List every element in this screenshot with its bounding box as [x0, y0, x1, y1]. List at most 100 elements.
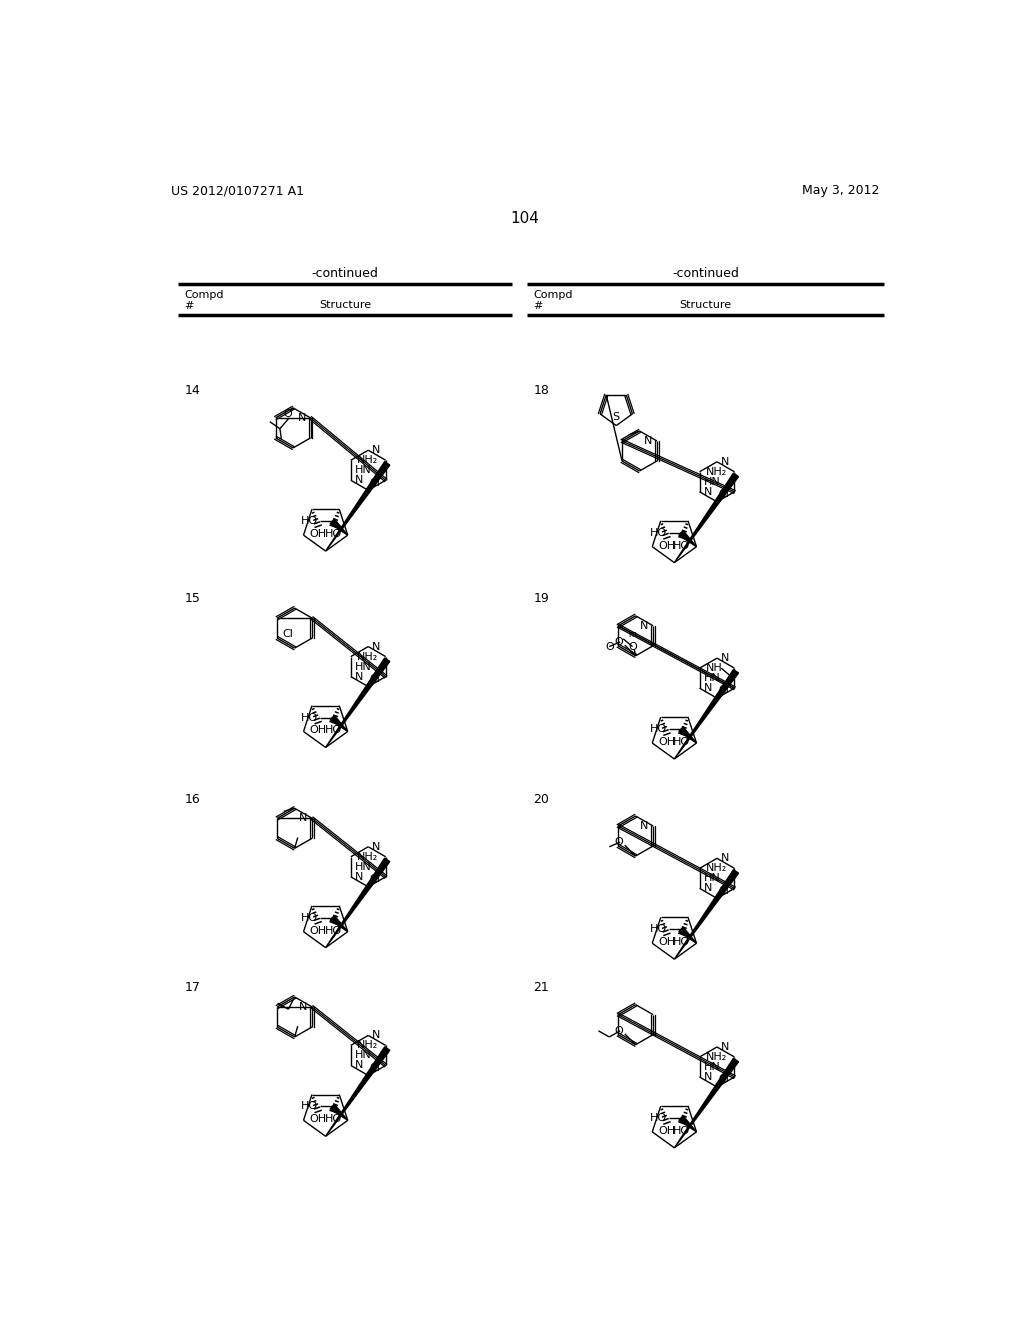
Text: Cl: Cl: [370, 675, 381, 684]
Text: N: N: [644, 436, 652, 446]
Text: 21: 21: [534, 981, 549, 994]
Text: Compd: Compd: [184, 289, 224, 300]
Text: O: O: [614, 1026, 624, 1036]
Text: HO: HO: [325, 1114, 342, 1125]
Text: N: N: [721, 653, 729, 663]
Polygon shape: [330, 1105, 348, 1121]
Polygon shape: [326, 858, 390, 948]
Text: NH₂: NH₂: [357, 455, 378, 465]
Text: NH₂: NH₂: [357, 1040, 378, 1051]
Text: NH₂: NH₂: [706, 467, 727, 477]
Text: #: #: [534, 301, 543, 312]
Text: NH₂: NH₂: [706, 1052, 727, 1063]
Polygon shape: [679, 927, 696, 944]
Text: Structure: Structure: [679, 300, 731, 310]
Text: HO: HO: [325, 529, 342, 539]
Text: 19: 19: [534, 593, 549, 606]
Text: HO: HO: [650, 725, 667, 734]
Text: -continued: -continued: [672, 268, 738, 280]
Text: #: #: [184, 301, 194, 312]
Text: Compd: Compd: [534, 289, 572, 300]
Polygon shape: [326, 462, 390, 552]
Text: 20: 20: [534, 792, 549, 805]
Text: N: N: [640, 620, 648, 631]
Polygon shape: [330, 519, 348, 535]
Text: HO: HO: [301, 713, 318, 722]
Text: HO: HO: [301, 913, 318, 923]
Text: N: N: [640, 821, 648, 832]
Text: N: N: [721, 853, 729, 863]
Text: O: O: [605, 642, 614, 652]
Text: Cl: Cl: [719, 685, 729, 696]
Text: N: N: [354, 672, 364, 681]
Polygon shape: [675, 473, 738, 562]
Text: m: m: [629, 630, 637, 639]
Text: NH₂: NH₂: [357, 851, 378, 862]
Text: HN: HN: [355, 465, 372, 475]
Text: N: N: [298, 413, 306, 422]
Text: HO: HO: [673, 540, 690, 550]
Polygon shape: [679, 727, 696, 743]
Text: Cl: Cl: [283, 630, 294, 639]
Text: OH: OH: [309, 925, 327, 936]
Polygon shape: [326, 657, 390, 747]
Text: HN: HN: [703, 874, 721, 883]
Text: HO: HO: [650, 1113, 667, 1123]
Text: S: S: [612, 412, 620, 422]
Text: O: O: [614, 837, 624, 847]
Text: N: N: [372, 842, 381, 851]
Polygon shape: [326, 1047, 390, 1137]
Text: HO: HO: [673, 1126, 690, 1135]
Text: NH₂: NH₂: [706, 863, 727, 874]
Text: O: O: [614, 638, 624, 647]
Text: N: N: [721, 457, 729, 467]
Text: NH₂: NH₂: [357, 652, 378, 661]
Text: HO: HO: [325, 725, 342, 735]
Text: N: N: [703, 883, 712, 894]
Text: Cl: Cl: [719, 1074, 729, 1084]
Text: Cl: Cl: [719, 490, 729, 499]
Text: OH: OH: [309, 529, 327, 539]
Text: Cl: Cl: [719, 886, 729, 896]
Text: -continued: -continued: [311, 268, 379, 280]
Text: N: N: [354, 475, 364, 486]
Text: N: N: [703, 684, 712, 693]
Text: N: N: [721, 1041, 729, 1052]
Text: HO: HO: [650, 924, 667, 935]
Text: OH: OH: [309, 725, 327, 735]
Text: HN: HN: [703, 1063, 721, 1072]
Polygon shape: [675, 1059, 738, 1148]
Text: HN: HN: [703, 477, 721, 487]
Text: HO: HO: [673, 937, 690, 946]
Text: HO: HO: [650, 528, 667, 537]
Text: HN: HN: [355, 1051, 372, 1060]
Text: N: N: [703, 1072, 712, 1082]
Text: N: N: [299, 1002, 307, 1012]
Text: 16: 16: [184, 792, 201, 805]
Text: HN: HN: [355, 862, 372, 871]
Polygon shape: [679, 1115, 696, 1131]
Text: US 2012/0107271 A1: US 2012/0107271 A1: [171, 185, 304, 197]
Text: 14: 14: [184, 384, 201, 397]
Text: 104: 104: [510, 211, 540, 226]
Text: N: N: [354, 871, 364, 882]
Text: OH: OH: [309, 1114, 327, 1125]
Polygon shape: [679, 531, 696, 546]
Text: OH: OH: [658, 540, 676, 550]
Text: HO: HO: [301, 1101, 318, 1111]
Text: HO: HO: [301, 516, 318, 527]
Text: Cl: Cl: [370, 874, 381, 884]
Text: N: N: [354, 1060, 364, 1071]
Text: N: N: [703, 487, 712, 496]
Polygon shape: [675, 870, 738, 960]
Text: O: O: [628, 642, 637, 652]
Text: N: N: [372, 642, 381, 652]
Text: HO: HO: [673, 737, 690, 747]
Text: N: N: [372, 445, 381, 455]
Text: 17: 17: [184, 981, 201, 994]
Text: 15: 15: [184, 593, 201, 606]
Polygon shape: [330, 916, 348, 932]
Text: N: N: [299, 813, 307, 824]
Text: OH: OH: [658, 737, 676, 747]
Text: Cl: Cl: [370, 1063, 381, 1073]
